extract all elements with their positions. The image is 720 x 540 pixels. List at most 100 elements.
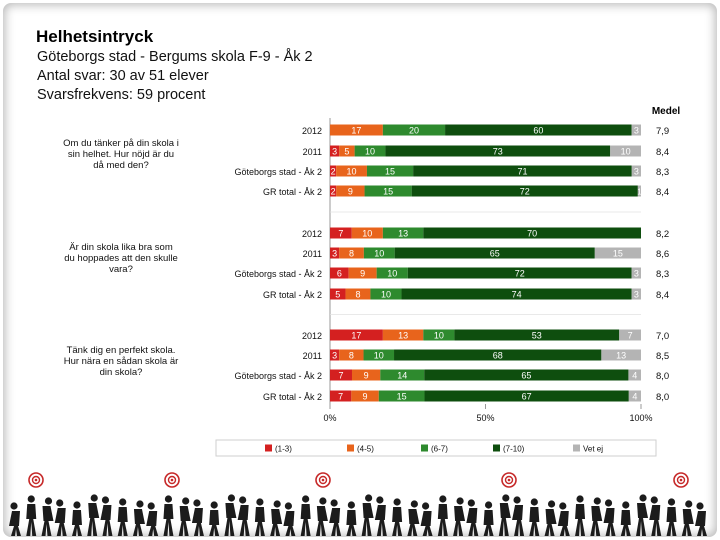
bar-segment-c7-10 (411, 185, 638, 197)
responses-line: Antal svar: 30 av 51 elever (37, 68, 209, 84)
legend-swatch-c1-3 (265, 444, 272, 452)
silhouette-person (512, 505, 525, 536)
segment-value-label: 7 (338, 392, 343, 402)
segment-value-label: 10 (434, 331, 444, 341)
segment-value-label: 3 (634, 167, 639, 177)
silhouette-person (603, 508, 616, 536)
bar-segment-c4-5 (348, 267, 377, 279)
segment-value-label: 60 (533, 126, 543, 136)
silhouette-head (239, 496, 247, 504)
segment-value-label: 53 (532, 331, 542, 341)
bar-segment-c6-7 (376, 267, 408, 279)
legend-swatch-vet-ej (573, 444, 580, 452)
silhouette-head (27, 495, 35, 503)
bar-segment-c6-7 (363, 349, 395, 361)
silhouette-head (513, 496, 521, 504)
segment-value-label: 15 (613, 249, 623, 259)
mean-value: 8,5 (656, 351, 669, 362)
silhouette-person (26, 504, 37, 536)
silhouette-head (467, 499, 475, 507)
bar-segment-c4-5 (351, 227, 383, 239)
bar-segment-c7-10 (385, 145, 611, 157)
segment-value-label: 8 (349, 351, 354, 361)
silhouette-head (593, 497, 601, 505)
question-text-line: din skola? (100, 367, 143, 378)
silhouette-person (163, 504, 174, 536)
silhouette-person (329, 508, 342, 536)
legend-box (215, 439, 657, 457)
bar-segment-c6-7 (380, 369, 425, 381)
segment-value-label: 7 (338, 371, 343, 381)
silhouette-person (87, 503, 100, 536)
question-text-line: då med den? (93, 160, 148, 171)
target-icon-dot (507, 478, 511, 482)
segment-value-label: 3 (634, 269, 639, 279)
legend-label: (7-10) (503, 445, 525, 454)
target-icon-dot (34, 478, 38, 482)
silhouette-person (649, 505, 662, 536)
legend-label: Vet ej (583, 445, 603, 454)
silhouette-head (456, 497, 464, 505)
bar-segment-c1-3 (330, 247, 340, 259)
segment-value-label: 8 (355, 290, 360, 300)
mean-value: 8,2 (656, 229, 669, 240)
slide-title: Helhetsintryck (36, 27, 154, 46)
bar-segment-c1-3 (330, 165, 337, 177)
segment-value-label: 4 (632, 371, 637, 381)
silhouette-head (622, 501, 630, 509)
silhouette-head (319, 497, 327, 505)
mean-value: 7,0 (656, 331, 669, 342)
segment-value-label: 72 (520, 187, 530, 197)
silhouette-person (681, 509, 694, 536)
silhouette-person (466, 508, 479, 536)
bar-segment-c7-10 (394, 349, 602, 361)
segment-value-label: 1 (637, 188, 642, 197)
silhouette-head (650, 496, 658, 504)
row-label: 2011 (303, 249, 322, 259)
bar-segment-vet-ej (631, 288, 641, 300)
silhouette-head (685, 500, 693, 508)
segment-value-label: 13 (616, 351, 626, 361)
x-tick-label: 50% (476, 413, 494, 423)
silhouette-person (132, 509, 145, 536)
bar-segment-vet-ej (601, 349, 641, 361)
bar-segment-c4-5 (330, 124, 383, 136)
bar-segment-c6-7 (423, 329, 455, 341)
bar-segment-c6-7 (354, 145, 386, 157)
segment-value-label: 10 (621, 147, 631, 157)
mean-value: 8,0 (656, 371, 669, 382)
bar-segment-c7-10 (401, 288, 632, 300)
footer-decoration (9, 472, 707, 536)
silhouette-person (146, 511, 159, 536)
legend-label: (4-5) (357, 445, 374, 454)
silhouette-head (696, 502, 704, 510)
segment-value-label: 5 (344, 147, 349, 157)
silhouette-head (422, 502, 430, 510)
segment-value-label: 10 (387, 269, 397, 279)
segment-value-label: 65 (521, 371, 531, 381)
silhouette-head (227, 494, 236, 502)
bar-segment-vet-ej (628, 390, 641, 402)
silhouette-person (54, 508, 67, 536)
question-text-line: Hur nära en sådan skola är (64, 356, 179, 367)
silhouette-head (330, 499, 338, 507)
row-label: Göteborgs stad - Åk 2 (234, 371, 322, 381)
segment-value-label: 10 (374, 351, 384, 361)
segment-value-label: 3 (332, 147, 337, 157)
silhouette-head (484, 501, 493, 509)
silhouette-person (557, 511, 570, 536)
bar-segment-c7-10 (424, 390, 629, 402)
silhouette-person (178, 506, 191, 536)
segment-value-label: 10 (347, 167, 357, 177)
legend-swatch-c4-5 (347, 444, 354, 452)
segment-value-label: 9 (364, 371, 369, 381)
bar-segment-c4-5 (351, 369, 381, 381)
segment-value-label: 6 (337, 269, 342, 279)
bar-segment-c1-3 (330, 145, 340, 157)
silhouette-head (410, 500, 418, 508)
silhouette-head (393, 498, 401, 506)
mean-value: 8,4 (656, 290, 669, 301)
silhouette-person (191, 508, 204, 536)
silhouette-head (182, 497, 190, 505)
